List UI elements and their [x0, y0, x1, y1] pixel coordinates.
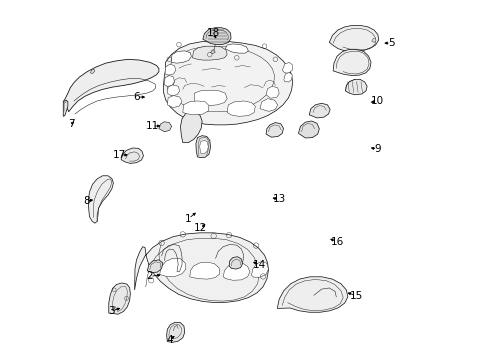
Text: 10: 10 [370, 96, 383, 106]
Polygon shape [90, 69, 95, 73]
Polygon shape [163, 41, 292, 125]
Text: 15: 15 [349, 291, 362, 301]
Polygon shape [108, 283, 130, 314]
Polygon shape [328, 25, 378, 51]
Text: 3: 3 [108, 306, 115, 316]
Text: 13: 13 [272, 194, 285, 204]
Polygon shape [265, 122, 283, 137]
Polygon shape [200, 140, 208, 154]
Polygon shape [171, 51, 191, 63]
Polygon shape [210, 50, 215, 54]
Polygon shape [203, 28, 230, 45]
Polygon shape [121, 148, 143, 163]
Polygon shape [345, 79, 366, 95]
Text: 18: 18 [206, 28, 220, 39]
Polygon shape [166, 322, 184, 342]
Polygon shape [308, 103, 329, 118]
Text: 14: 14 [253, 260, 266, 270]
Polygon shape [298, 121, 319, 138]
Text: 1: 1 [185, 213, 191, 224]
Polygon shape [180, 111, 202, 143]
Polygon shape [283, 72, 292, 82]
Polygon shape [63, 100, 68, 116]
Polygon shape [371, 39, 375, 42]
Polygon shape [167, 95, 182, 108]
Polygon shape [183, 101, 208, 115]
Polygon shape [225, 44, 248, 53]
Text: 12: 12 [193, 223, 206, 233]
Text: 16: 16 [330, 237, 343, 247]
Polygon shape [159, 122, 171, 132]
Polygon shape [134, 233, 268, 303]
Polygon shape [147, 260, 163, 273]
Polygon shape [167, 85, 180, 95]
Polygon shape [165, 64, 176, 75]
Polygon shape [251, 261, 268, 277]
Polygon shape [277, 277, 347, 312]
Text: 11: 11 [145, 121, 158, 131]
Text: 2: 2 [146, 271, 153, 282]
Polygon shape [88, 176, 113, 223]
Text: 17: 17 [112, 150, 125, 160]
Polygon shape [227, 101, 255, 116]
Text: 5: 5 [387, 38, 393, 48]
Text: 4: 4 [165, 335, 172, 345]
Polygon shape [196, 136, 210, 158]
Polygon shape [164, 76, 174, 86]
Polygon shape [223, 263, 249, 280]
Polygon shape [192, 46, 227, 60]
Polygon shape [228, 257, 242, 269]
Polygon shape [160, 258, 185, 276]
Polygon shape [63, 59, 159, 112]
Polygon shape [189, 262, 220, 279]
Polygon shape [260, 99, 277, 111]
Text: 6: 6 [133, 92, 140, 102]
Text: 8: 8 [83, 196, 89, 206]
Polygon shape [194, 90, 227, 105]
Text: 7: 7 [67, 119, 74, 129]
Polygon shape [332, 49, 370, 76]
Text: 9: 9 [373, 144, 380, 154]
Polygon shape [282, 62, 292, 73]
Polygon shape [265, 86, 279, 98]
